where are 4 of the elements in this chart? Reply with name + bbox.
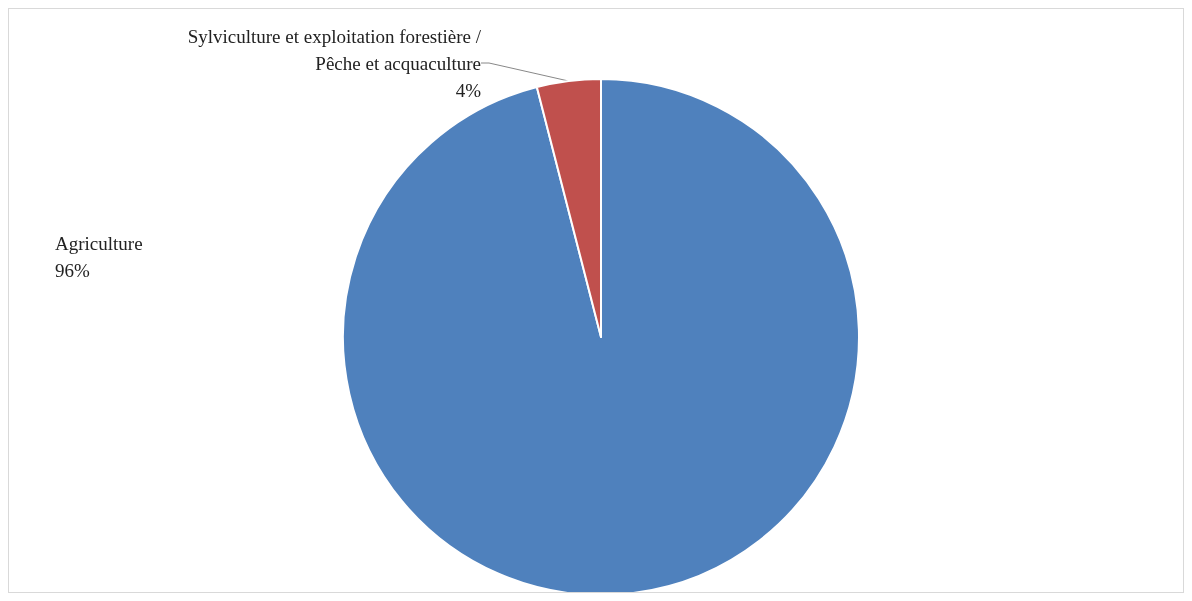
data-label: 4% — [455, 79, 482, 101]
slice-label: Sylviculture et exploitation forestière / Pêche et acquaculture — [187, 25, 482, 74]
data-label: 96% — [55, 260, 90, 281]
slice-label: Agriculture — [55, 233, 143, 254]
